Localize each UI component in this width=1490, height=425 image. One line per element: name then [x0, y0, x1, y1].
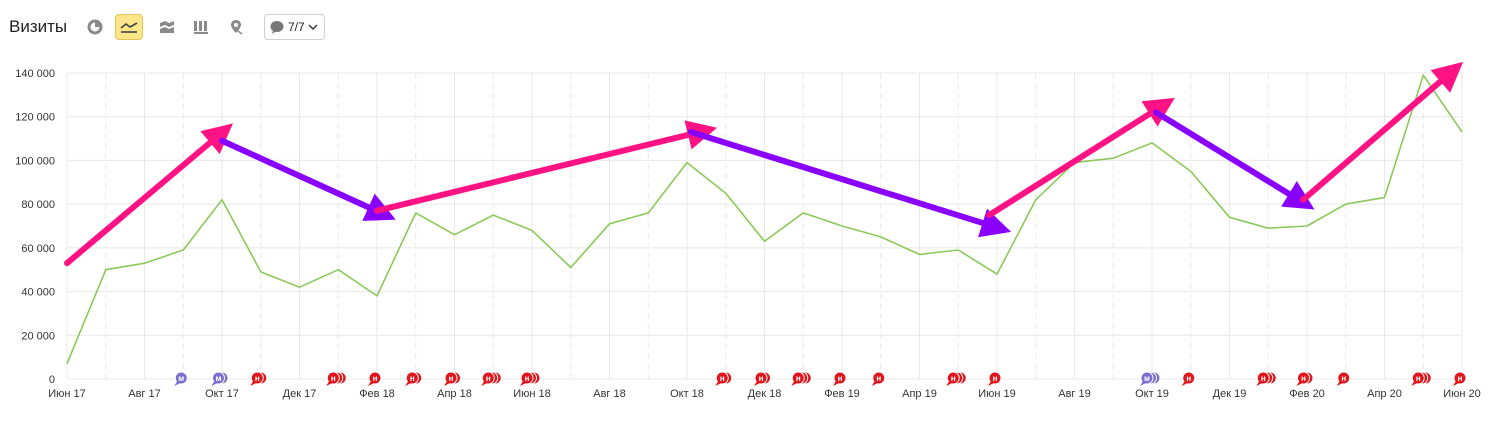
y-tick-label: 80 000 — [21, 199, 55, 211]
note-letter: н — [525, 374, 530, 383]
note-marker: н — [715, 372, 732, 386]
note-letter: н — [1341, 374, 1346, 383]
x-tick-label: Авг 19 — [1058, 388, 1090, 400]
note-letter: н — [796, 374, 801, 383]
y-tick-label: 60 000 — [21, 243, 55, 255]
note-marker: н — [1297, 372, 1314, 386]
note-letter: н — [373, 374, 378, 383]
note-letter: н — [1416, 374, 1421, 383]
note-letter: м — [1144, 374, 1150, 383]
note-marker: н — [754, 372, 771, 386]
note-letter: н — [720, 374, 725, 383]
trend-down-arrow — [222, 141, 371, 209]
speech-bubble-icon — [269, 19, 285, 35]
trend-down-arrow — [1156, 112, 1292, 195]
bar-view-button[interactable] — [187, 14, 215, 40]
x-tick-label: Авг 18 — [593, 388, 625, 400]
note-letter: м — [178, 374, 184, 383]
note-marker: м — [1140, 372, 1160, 386]
x-tick-label: Авг 17 — [128, 388, 160, 400]
x-tick-label: Апр 18 — [437, 388, 472, 400]
note-letter: н — [1301, 374, 1306, 383]
x-tick-label: Фев 18 — [359, 388, 395, 400]
note-letter: н — [993, 374, 998, 383]
note-letter: н — [951, 374, 956, 383]
note-letter: н — [1186, 374, 1191, 383]
notes-filter-label: 7/7 — [288, 20, 305, 34]
line-view-button[interactable] — [115, 14, 143, 40]
trend-up-arrow — [989, 112, 1152, 215]
x-tick-label: Окт 19 — [1135, 388, 1169, 400]
y-tick-label: 140 000 — [15, 68, 55, 80]
pie-view-button[interactable] — [81, 14, 109, 40]
note-letter: н — [838, 374, 843, 383]
x-tick-label: Апр 19 — [902, 388, 937, 400]
note-marker: н — [368, 372, 381, 386]
note-marker: н — [520, 372, 540, 386]
note-marker: н — [791, 372, 811, 386]
note-marker: н — [481, 372, 501, 386]
note-marker: н — [1411, 372, 1431, 386]
chart-toolbar: Визиты — [0, 0, 1490, 58]
x-tick-label: Июн 19 — [978, 388, 1016, 400]
note-marker: н — [833, 372, 846, 386]
map-pin-icon — [229, 19, 243, 35]
note-marker: н — [872, 372, 885, 386]
area-chart-icon — [159, 20, 175, 34]
note-marker: н — [946, 372, 966, 386]
chevron-down-icon — [308, 23, 318, 31]
bar-chart-icon — [193, 20, 209, 34]
note-letter: м — [216, 374, 222, 383]
note-marker: н — [250, 372, 267, 386]
x-tick-label: Июн 18 — [513, 388, 551, 400]
y-tick-label: 40 000 — [21, 287, 55, 299]
notes-filter-button[interactable]: 7/7 — [264, 14, 325, 40]
note-letter: н — [876, 374, 881, 383]
trend-up-arrow — [67, 141, 212, 263]
x-tick-label: Июн 17 — [48, 388, 86, 400]
line-chart-icon — [120, 20, 138, 34]
note-marker: н — [988, 372, 1001, 386]
note-letter: н — [255, 374, 260, 383]
note-letter: н — [1458, 374, 1463, 383]
trend-down-arrow — [691, 132, 986, 224]
note-letter: н — [1261, 374, 1266, 383]
chart-title: Визиты — [9, 17, 67, 37]
note-marker: н — [405, 372, 422, 386]
x-tick-label: Дек 17 — [283, 388, 317, 400]
x-tick-label: Фев 20 — [1289, 388, 1325, 400]
pie-chart-icon — [87, 19, 103, 35]
note-marker: н — [1337, 372, 1350, 386]
y-tick-label: 20 000 — [21, 330, 55, 342]
note-letter: н — [331, 374, 336, 383]
note-letter: н — [486, 374, 491, 383]
note-letter: н — [449, 374, 454, 383]
note-marker: н — [444, 372, 461, 386]
note-marker: м — [212, 372, 229, 386]
note-letter: н — [759, 374, 764, 383]
y-tick-label: 0 — [49, 374, 55, 386]
visits-line-chart: 0 20 000 40 000 60 000 80 000 100 000 120 000 1… — [0, 58, 1490, 420]
x-tick-label: Окт 18 — [670, 388, 704, 400]
note-marker: н — [1256, 372, 1276, 386]
x-tick-label: Апр 20 — [1367, 388, 1402, 400]
x-tick-label: Фев 19 — [824, 388, 860, 400]
trend-up-arrow — [377, 134, 691, 211]
note-marker: м — [174, 372, 187, 386]
note-marker: н — [326, 372, 346, 386]
note-marker: н — [1182, 372, 1195, 386]
note-letter: н — [410, 374, 415, 383]
trend-up-arrow — [1303, 80, 1443, 200]
map-view-button[interactable] — [222, 14, 250, 40]
x-tick-label: Окт 17 — [205, 388, 239, 400]
note-marker: н — [1453, 372, 1466, 386]
y-tick-label: 120 000 — [15, 112, 55, 124]
x-tick-label: Дек 19 — [1213, 388, 1247, 400]
x-tick-label: Дек 18 — [748, 388, 782, 400]
y-tick-label: 100 000 — [15, 155, 55, 167]
area-view-button[interactable] — [153, 14, 181, 40]
visits-chart: 0 20 000 40 000 60 000 80 000 100 000 120 000 1… — [0, 58, 1490, 420]
x-tick-label: Июн 20 — [1443, 388, 1481, 400]
